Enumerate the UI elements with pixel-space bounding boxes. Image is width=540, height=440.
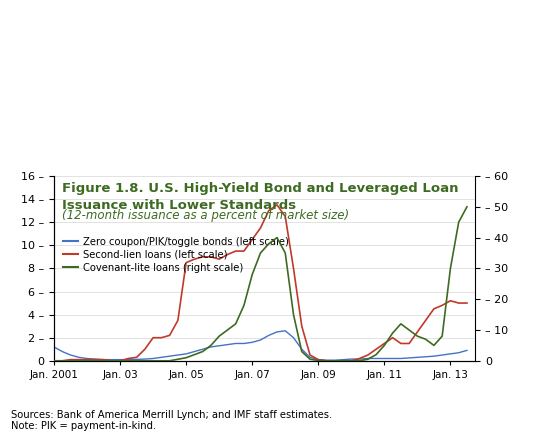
Text: Sources: Bank of America Merrill Lynch; and IMF staff estimates.
Note: PIK = pay: Sources: Bank of America Merrill Lynch; … — [11, 410, 332, 431]
Text: (12-month issuance as a percent of market size): (12-month issuance as a percent of marke… — [63, 209, 349, 222]
Legend: Zero coupon/PIK/toggle bonds (left scale), Second-lien loans (left scale), Coven: Zero coupon/PIK/toggle bonds (left scale… — [59, 233, 293, 277]
Text: Figure 1.8. U.S. High-Yield Bond and Leveraged Loan
Issuance with Lower Standard: Figure 1.8. U.S. High-Yield Bond and Lev… — [63, 182, 459, 212]
